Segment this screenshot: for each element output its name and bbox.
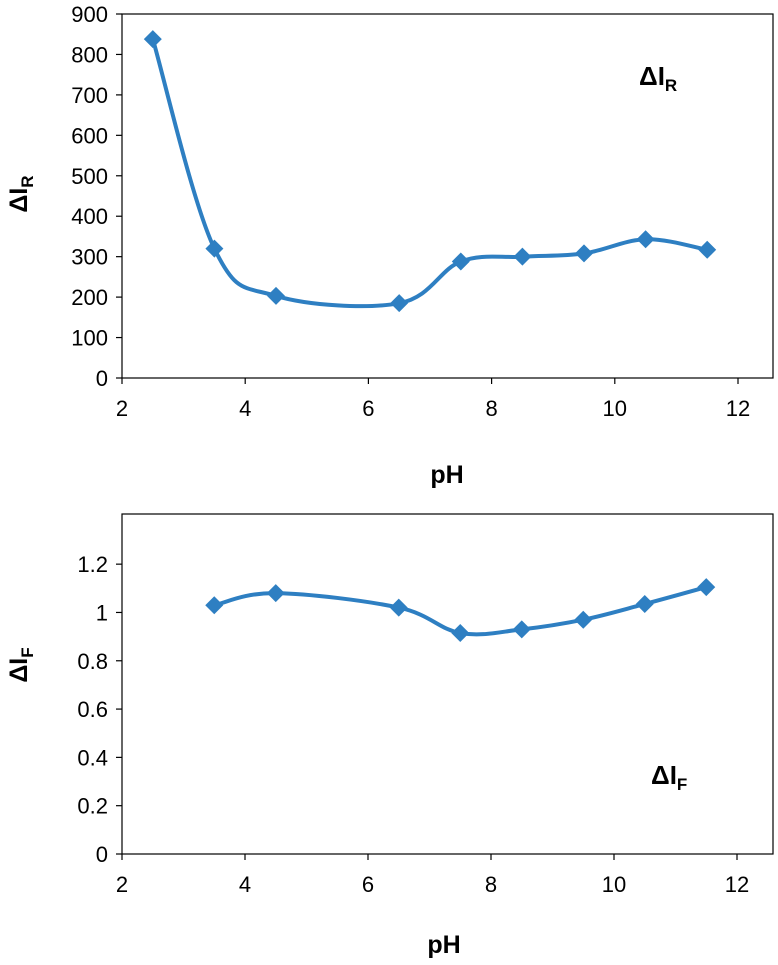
- data-point-marker: [266, 584, 285, 603]
- markers: [143, 30, 717, 313]
- y-axis-title-main: ΔI: [5, 658, 33, 683]
- x-tick-label: 8: [485, 872, 497, 897]
- plot-area-frame: [121, 13, 774, 379]
- y-tick-label: 0.6: [77, 697, 108, 722]
- y-tick-label: 800: [71, 42, 108, 67]
- data-point-marker: [575, 244, 593, 263]
- data-point-marker: [390, 294, 409, 313]
- plot-area-frame: [121, 513, 774, 855]
- series-line-delta-ir: [150, 38, 708, 309]
- data-point-marker: [205, 596, 224, 615]
- data-point-marker: [389, 598, 408, 617]
- x-tick-label: 8: [485, 396, 497, 421]
- y-tick-label: 900: [71, 2, 108, 27]
- y-axis-title-sub: F: [18, 647, 37, 657]
- x-axis-title: pH: [430, 461, 463, 489]
- x-tick-label: 12: [725, 872, 749, 897]
- data-point-marker: [698, 240, 717, 259]
- y-axis-title-sub: R: [18, 175, 37, 187]
- data-point-marker: [697, 578, 716, 597]
- annotation-main: ΔI: [639, 61, 665, 91]
- y-tick-label: 0.8: [77, 649, 108, 674]
- series-annotation: ΔIR: [639, 61, 677, 95]
- y-tick-label: 0.2: [77, 794, 108, 819]
- x-tick-label: 10: [602, 872, 626, 897]
- y-tick-label: 700: [71, 83, 108, 108]
- data-point-marker: [512, 620, 531, 639]
- x-tick-label: 2: [116, 396, 128, 421]
- y-tick-label: 1.2: [77, 552, 108, 577]
- axes: 2 4 6 8 10 12 0 100 200 300 400 500 600 700 800 900: [71, 2, 750, 421]
- data-point-marker: [451, 623, 470, 642]
- y-tick-label: 300: [71, 245, 108, 270]
- annotation-sub: F: [677, 775, 687, 794]
- data-point-marker: [451, 252, 470, 271]
- x-tick-label: 6: [362, 872, 374, 897]
- y-tick-label: 0.4: [77, 745, 108, 770]
- markers: [205, 578, 716, 642]
- data-point-marker: [574, 610, 593, 629]
- x-axis-title: pH: [427, 931, 460, 959]
- y-tick-label: 200: [71, 285, 108, 310]
- x-tick-label: 4: [239, 872, 251, 897]
- data-point-marker: [636, 230, 655, 249]
- y-axis-title-main: ΔI: [5, 188, 33, 213]
- data-point-marker: [513, 247, 532, 266]
- x-tick-label: 12: [726, 396, 750, 421]
- y-tick-label: 100: [71, 326, 108, 351]
- x-tick-label: 4: [239, 396, 251, 421]
- x-tick-label: 2: [116, 872, 128, 897]
- y-axis-title: ΔIF: [5, 647, 37, 682]
- data-point-marker: [143, 30, 162, 49]
- y-tick-label: 600: [71, 123, 108, 148]
- y-tick-label: 400: [71, 204, 108, 229]
- axes: 2 4 6 8 10 12 0 0.2 0.4 0.6 0.8 1 1.2: [77, 552, 749, 897]
- data-point-marker: [267, 286, 285, 305]
- data-point-marker: [205, 239, 224, 258]
- series-annotation: ΔIF: [651, 760, 687, 794]
- y-tick-label: 0: [96, 842, 108, 867]
- y-tick-label: 1: [96, 600, 108, 625]
- y-tick-label: 500: [71, 164, 108, 189]
- x-tick-label: 10: [603, 396, 627, 421]
- y-tick-label: 0: [96, 366, 108, 391]
- data-point-marker: [635, 595, 654, 614]
- x-tick-label: 6: [362, 396, 374, 421]
- annotation-main: ΔI: [651, 760, 677, 790]
- y-axis-title: ΔIR: [5, 175, 37, 212]
- annotation-sub: R: [665, 76, 677, 95]
